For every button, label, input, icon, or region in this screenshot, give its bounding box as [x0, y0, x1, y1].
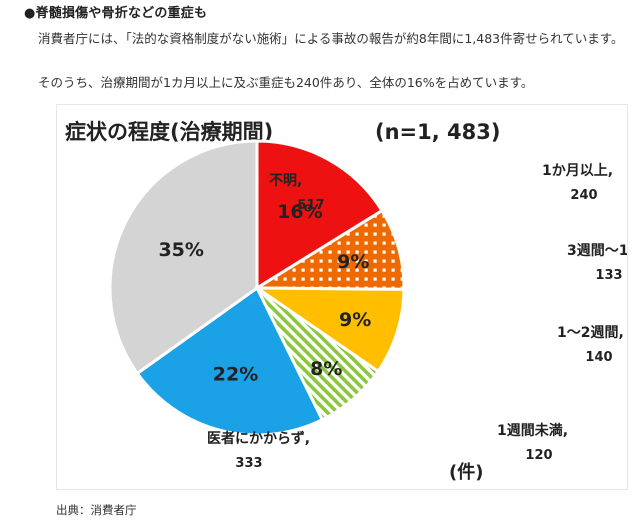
pie-chart-panel: 症状の程度(治療期間) (n=1, 483) 16% 9% 9% 8% 22% 35% 1…	[56, 104, 628, 490]
chart-total: (n=1, 483)	[375, 120, 500, 144]
category-count: 140	[585, 350, 612, 365]
unit-label: (件)	[449, 461, 483, 483]
category-label-5: 医者にかからず, 333	[207, 430, 310, 471]
pie-slice-2	[251, 208, 406, 291]
pie-slices	[108, 139, 406, 437]
paragraph-severe: そのうち、治療期間が1カ月以上に及ぶ重症も240件あり、全体の16%を占めていま…	[38, 75, 534, 90]
category-count: 333	[235, 456, 262, 471]
category-label-2: 3週間〜1か月, 133	[567, 243, 627, 283]
category-name: 1か月以上,	[542, 163, 613, 179]
pie-chart: 症状の程度(治療期間) (n=1, 483) 16% 9% 9% 8% 22% 35% 1…	[65, 120, 627, 483]
category-name: 1週間未満,	[497, 422, 568, 439]
source-credit: 出典：消費者庁	[56, 503, 137, 517]
percent-label-5: 22%	[213, 364, 258, 386]
category-labels: 1か月以上, 240 3週間〜1か月, 133 1〜2週間, 140 1週間未満, 120 医者…	[207, 163, 627, 471]
percent-label-2: 9%	[337, 251, 369, 273]
category-count: 240	[570, 188, 597, 203]
percent-label-3: 9%	[339, 309, 371, 331]
category-label-4: 1週間未満, 120	[497, 422, 568, 463]
category-name: 3週間〜1か月,	[567, 243, 627, 259]
category-count: 517	[297, 198, 324, 213]
percent-labels: 16% 9% 9% 8% 22% 35%	[158, 201, 371, 386]
category-name: 1〜2週間,	[557, 325, 624, 341]
category-count: 133	[595, 268, 622, 283]
category-name: 不明,	[269, 173, 302, 189]
percent-label-4: 8%	[310, 358, 342, 380]
category-count: 120	[525, 448, 552, 463]
pie-slice-6	[108, 139, 259, 376]
chart-title: 症状の程度(治療期間)	[65, 120, 273, 144]
pie-slice-5	[135, 285, 325, 437]
section-heading: ●脊髄損傷や骨折などの重症も	[24, 6, 208, 21]
percent-label-6: 35%	[158, 239, 203, 261]
percent-label-1: 16%	[277, 201, 322, 223]
paragraph-reports: 消費者庁には、「法的な資格制度がない施術」による事故の報告が約8年間に1,483…	[38, 31, 624, 46]
category-label-6: 不明, 517	[269, 173, 325, 213]
category-name: 医者にかからず,	[207, 430, 310, 447]
category-label-1: 1か月以上, 240	[542, 163, 613, 203]
category-label-3: 1〜2週間, 140	[557, 325, 624, 365]
pie-slice-3	[252, 286, 406, 374]
pie-slice-1	[255, 139, 385, 291]
